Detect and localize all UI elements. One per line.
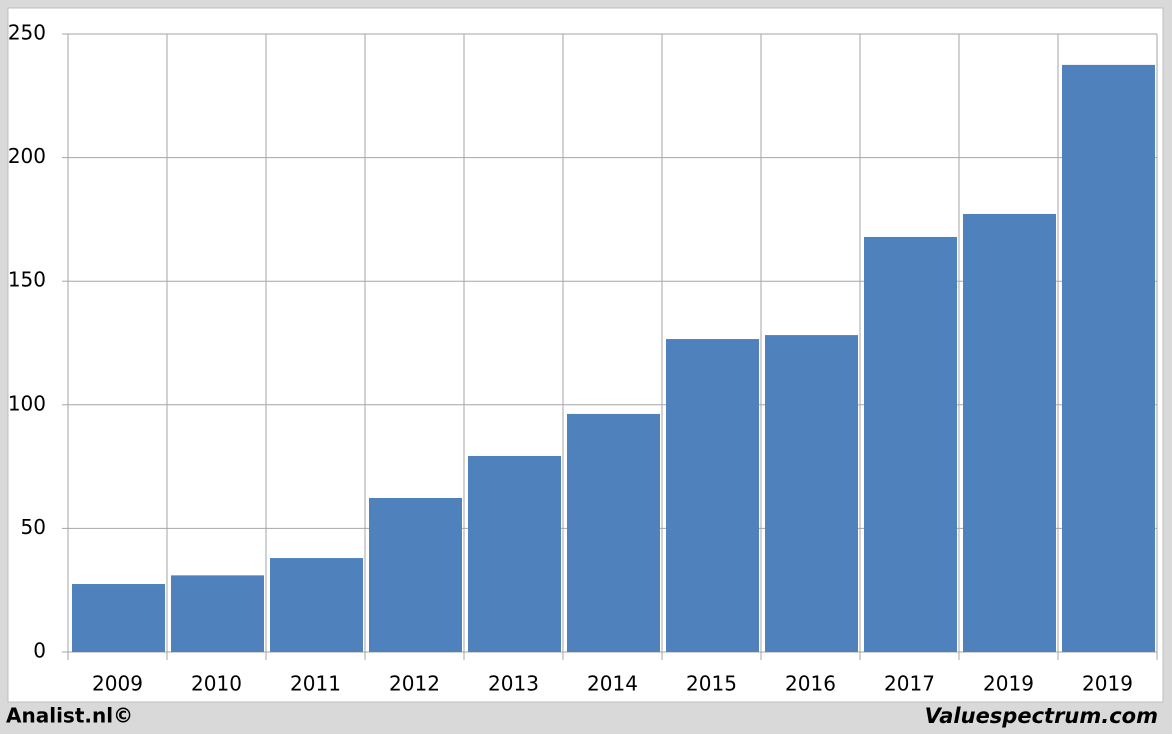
x-tick-label: 2012	[389, 672, 440, 696]
bar	[963, 213, 1056, 652]
x-tick-label: 2019	[1082, 672, 1133, 696]
bar	[369, 497, 462, 652]
x-tick-label: 2016	[785, 672, 836, 696]
bar	[270, 558, 363, 652]
bar	[567, 413, 660, 652]
x-tick-label: 2015	[686, 672, 737, 696]
x-tick-label: 2011	[290, 672, 341, 696]
x-tick-label: 2014	[587, 672, 638, 696]
x-tick-label: 2010	[191, 672, 242, 696]
bar	[765, 335, 858, 652]
bar	[666, 339, 759, 652]
bar	[1062, 64, 1155, 652]
source-label: Analist.nl©	[6, 704, 133, 728]
bar	[864, 236, 957, 652]
x-tick-label: 2019	[983, 672, 1034, 696]
credit-label: Valuespectrum.com	[925, 704, 1158, 728]
bar	[468, 455, 561, 652]
x-tick-label: 2017	[884, 672, 935, 696]
x-tick-label: 2009	[92, 672, 143, 696]
x-tick-label: 2013	[488, 672, 539, 696]
y-tick-label: 250	[8, 21, 46, 45]
bar	[171, 575, 264, 652]
y-tick-label: 0	[33, 639, 46, 663]
y-tick-label: 50	[21, 515, 46, 539]
y-tick-label: 100	[8, 391, 46, 415]
y-tick-label: 150	[8, 268, 46, 292]
bar	[72, 584, 165, 652]
y-tick-label: 200	[8, 144, 46, 168]
